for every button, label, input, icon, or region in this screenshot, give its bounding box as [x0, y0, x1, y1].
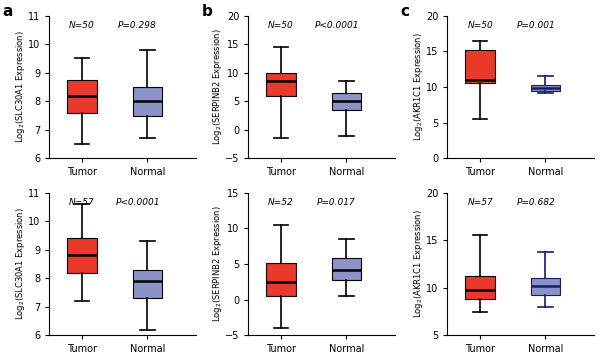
PathPatch shape — [531, 278, 560, 296]
Text: N=50: N=50 — [467, 21, 493, 30]
PathPatch shape — [466, 276, 495, 299]
PathPatch shape — [332, 258, 361, 280]
Text: P=0.017: P=0.017 — [317, 198, 356, 207]
Y-axis label: Log$_2$(AKR1C1 Expression): Log$_2$(AKR1C1 Expression) — [412, 33, 425, 141]
Text: N=52: N=52 — [268, 198, 294, 207]
Y-axis label: Log$_2$(SLC30A1 Expression): Log$_2$(SLC30A1 Expression) — [14, 31, 26, 144]
PathPatch shape — [67, 80, 97, 113]
Y-axis label: Log$_2$(SERPINB2 Expression): Log$_2$(SERPINB2 Expression) — [211, 29, 224, 145]
PathPatch shape — [266, 73, 296, 96]
Y-axis label: Log$_2$(SERPINB2 Expression): Log$_2$(SERPINB2 Expression) — [211, 206, 224, 322]
PathPatch shape — [133, 87, 162, 116]
Text: P<0.0001: P<0.0001 — [314, 21, 359, 30]
Text: a: a — [2, 4, 13, 19]
Text: P=0.298: P=0.298 — [118, 21, 157, 30]
Text: N=50: N=50 — [268, 21, 294, 30]
PathPatch shape — [266, 262, 296, 296]
PathPatch shape — [133, 270, 162, 298]
Text: P<0.0001: P<0.0001 — [115, 198, 160, 207]
Text: b: b — [202, 4, 212, 19]
Text: N=57: N=57 — [69, 198, 95, 207]
Text: N=50: N=50 — [69, 21, 95, 30]
PathPatch shape — [67, 238, 97, 273]
Text: P=0.682: P=0.682 — [516, 198, 555, 207]
Text: c: c — [400, 4, 409, 19]
PathPatch shape — [332, 93, 361, 110]
Text: N=57: N=57 — [467, 198, 493, 207]
Y-axis label: Log$_2$(AKR1C1 Expression): Log$_2$(AKR1C1 Expression) — [412, 210, 425, 319]
Y-axis label: Log$_2$(SLC30A1 Expression): Log$_2$(SLC30A1 Expression) — [14, 208, 26, 320]
Text: P=0.001: P=0.001 — [516, 21, 555, 30]
PathPatch shape — [466, 50, 495, 84]
PathPatch shape — [531, 85, 560, 91]
